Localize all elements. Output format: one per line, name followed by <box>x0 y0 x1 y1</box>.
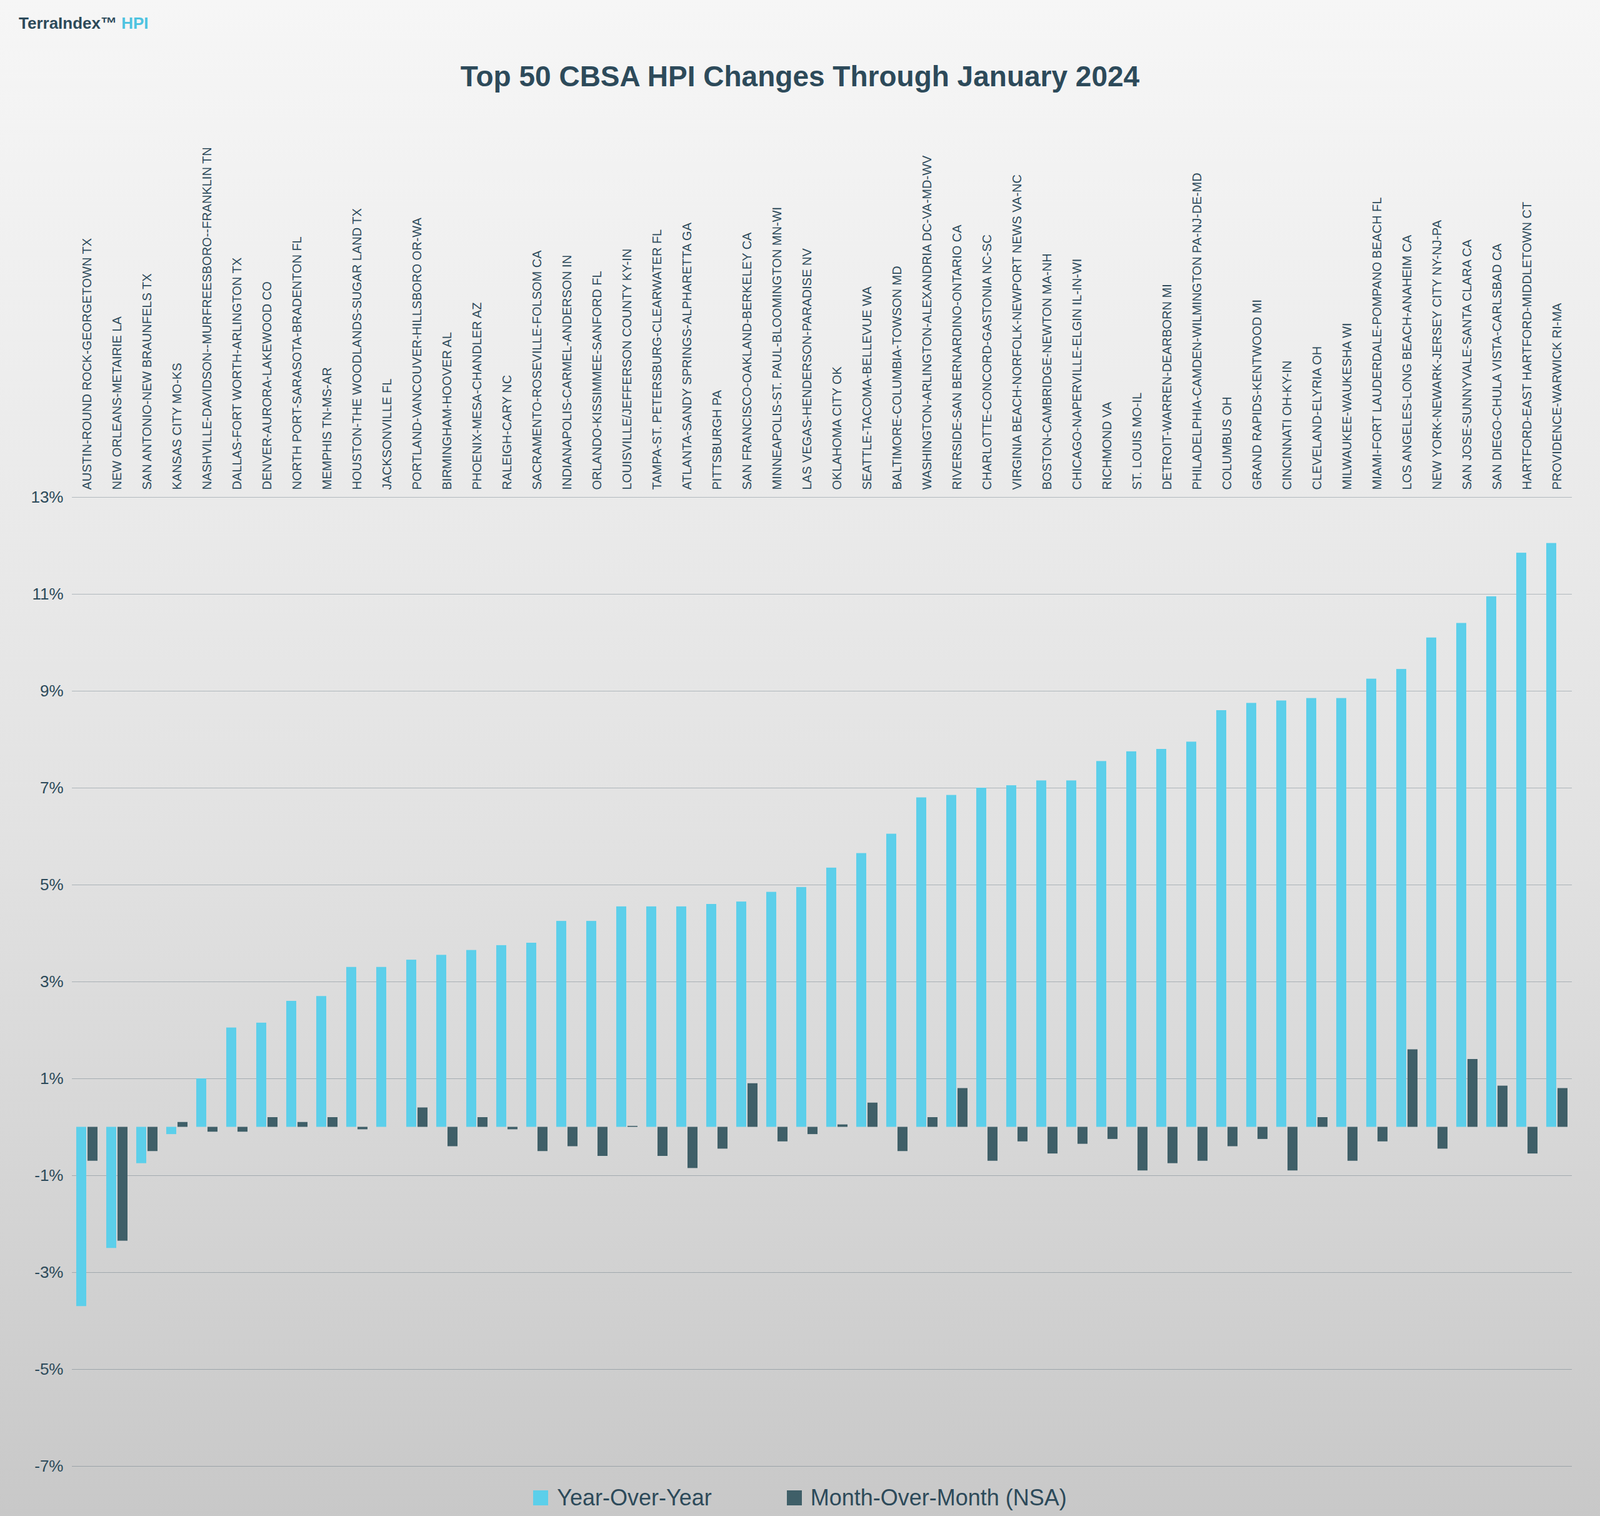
html-text:TerraIndex™ HPI: TerraIndex™ HPI <box>18 13 149 33</box>
svg-text:MILWAUKEE-WAUKESHA WI: MILWAUKEE-WAUKESHA WI <box>1340 322 1354 490</box>
svg-text:SACRAMENTO-ROSEVILLE-FOLSOM CA: SACRAMENTO-ROSEVILLE-FOLSOM CA <box>530 250 544 490</box>
svg-text:RIVERSIDE-SAN BERNARDINO-ONTAR: RIVERSIDE-SAN BERNARDINO-ONTARIO CA <box>950 224 964 490</box>
svg-text:7%: 7% <box>40 778 64 797</box>
svg-text:PROVIDENCE-WARWICK RI-MA: PROVIDENCE-WARWICK RI-MA <box>1550 302 1564 490</box>
svg-text:RICHMOND VA: RICHMOND VA <box>1100 401 1114 490</box>
svg-text:SAN JOSE-SUNNYVALE-SANTA CLARA: SAN JOSE-SUNNYVALE-SANTA CLARA CA <box>1460 238 1474 490</box>
svg-text:HOUSTON-THE WOODLANDS-SUGAR LA: HOUSTON-THE WOODLANDS-SUGAR LAND TX <box>350 208 364 490</box>
svg-text:13%: 13% <box>30 487 64 507</box>
svg-text:9%: 9% <box>40 681 64 700</box>
svg-text:RALEIGH-CARY NC: RALEIGH-CARY NC <box>500 375 514 490</box>
svg-text:NEW YORK-NEWARK-JERSEY CITY NY: NEW YORK-NEWARK-JERSEY CITY NY-NJ-PA <box>1430 219 1444 490</box>
svg-text:INDIANAPOLIS-CARMEL-ANDERSON I: INDIANAPOLIS-CARMEL-ANDERSON IN <box>560 255 574 490</box>
svg-text:WASHINGTON-ARLINGTON-ALEXANDRI: WASHINGTON-ARLINGTON-ALEXANDRIA DC-VA-MD… <box>920 155 934 490</box>
svg-text:-5%: -5% <box>34 1359 64 1379</box>
svg-text:CHARLOTTE-CONCORD-GASTONIA NC-: CHARLOTTE-CONCORD-GASTONIA NC-SC <box>980 234 994 490</box>
svg-text:BOSTON-CAMBRIDGE-NEWTON MA-NH: BOSTON-CAMBRIDGE-NEWTON MA-NH <box>1040 253 1054 490</box>
svg-text:NORTH PORT-SARASOTA-BRADENTON: NORTH PORT-SARASOTA-BRADENTON FL <box>290 236 304 490</box>
svg-text:CLEVELAND-ELYRIA OH: CLEVELAND-ELYRIA OH <box>1310 346 1324 490</box>
html-text:Month-Over-Month (NSA): Month-Over-Month (NSA) <box>810 1484 1067 1510</box>
svg-text:MIAMI-FORT LAUDERDALE-POMPANO: MIAMI-FORT LAUDERDALE-POMPANO BEACH FL <box>1370 197 1384 490</box>
svg-text:HARTFORD-EAST HARTFORD-MIDDLET: HARTFORD-EAST HARTFORD-MIDDLETOWN CT <box>1520 201 1534 490</box>
svg-text:SEATTLE-TACOMA-BELLEVUE WA: SEATTLE-TACOMA-BELLEVUE WA <box>860 286 874 490</box>
html-text:Year-Over-Year: Year-Over-Year <box>557 1484 712 1510</box>
svg-text:3%: 3% <box>40 971 64 991</box>
svg-text:TAMPA-ST. PETERSBURG-CLEARWATE: TAMPA-ST. PETERSBURG-CLEARWATER FL <box>650 229 664 490</box>
svg-text:BIRMINGHAM-HOOVER AL: BIRMINGHAM-HOOVER AL <box>440 331 454 490</box>
svg-text:JACKSONVILLE FL: JACKSONVILLE FL <box>380 378 394 490</box>
svg-text:MINNEAPOLIS-ST. PAUL-BLOOMINGT: MINNEAPOLIS-ST. PAUL-BLOOMINGTON MN-WI <box>770 206 784 490</box>
svg-text:DETROIT-WARREN-DEARBORN MI: DETROIT-WARREN-DEARBORN MI <box>1160 283 1174 490</box>
svg-text:PITTSBURGH PA: PITTSBURGH PA <box>710 389 724 490</box>
svg-text:11%: 11% <box>31 584 64 604</box>
svg-text:NASHVILLE-DAVIDSON--MURFREESBO: NASHVILLE-DAVIDSON--MURFREESBORO--FRANKL… <box>200 146 214 490</box>
svg-text:LOS ANGELES-LONG BEACH-ANAHEIM: LOS ANGELES-LONG BEACH-ANAHEIM CA <box>1400 234 1414 490</box>
svg-text:-1%: -1% <box>34 1165 64 1185</box>
svg-text:AUSTIN-ROUND ROCK-GEORGETOWN T: AUSTIN-ROUND ROCK-GEORGETOWN TX <box>80 238 94 490</box>
svg-text:BALTIMORE-COLUMBIA-TOWSON MD: BALTIMORE-COLUMBIA-TOWSON MD <box>890 265 904 490</box>
svg-text:PHOENIX-MESA-CHANDLER AZ: PHOENIX-MESA-CHANDLER AZ <box>470 301 484 490</box>
svg-text:COLUMBUS OH: COLUMBUS OH <box>1220 396 1234 490</box>
svg-text:5%: 5% <box>40 875 64 894</box>
svg-text:VIRGINIA BEACH-NORFOLK-NEWPORT: VIRGINIA BEACH-NORFOLK-NEWPORT NEWS VA-N… <box>1010 174 1024 490</box>
svg-text:ST. LOUIS MO-IL: ST. LOUIS MO-IL <box>1130 392 1144 490</box>
svg-text:1%: 1% <box>40 1068 64 1088</box>
svg-text:SAN ANTONIO-NEW BRAUNFELS TX: SAN ANTONIO-NEW BRAUNFELS TX <box>140 273 154 490</box>
svg-text:MEMPHIS TN-MS-AR: MEMPHIS TN-MS-AR <box>320 366 334 490</box>
svg-text:GRAND RAPIDS-KENTWOOD MI: GRAND RAPIDS-KENTWOOD MI <box>1250 299 1264 490</box>
html-text:Top 50 CBSA HPI Changes Throug: Top 50 CBSA HPI Changes Through January … <box>460 60 1140 93</box>
svg-text:PORTLAND-VANCOUVER-HILLSBORO O: PORTLAND-VANCOUVER-HILLSBORO OR-WA <box>410 217 424 490</box>
svg-text:NEW ORLEANS-METAIRIE LA: NEW ORLEANS-METAIRIE LA <box>110 315 124 490</box>
svg-text:OKLAHOMA CITY OK: OKLAHOMA CITY OK <box>830 365 844 490</box>
svg-text:ORLANDO-KISSIMMEE-SANFORD FL: ORLANDO-KISSIMMEE-SANFORD FL <box>590 270 604 490</box>
svg-text:CINCINNATI OH-KY-IN: CINCINNATI OH-KY-IN <box>1280 360 1294 490</box>
svg-text:-7%: -7% <box>34 1456 64 1475</box>
svg-text:LAS VEGAS-HENDERSON-PARADISE N: LAS VEGAS-HENDERSON-PARADISE NV <box>800 247 814 490</box>
svg-text:LOUISVILLE/JEFFERSON COUNTY KY: LOUISVILLE/JEFFERSON COUNTY KY-IN <box>620 248 634 490</box>
svg-text:-3%: -3% <box>34 1262 64 1282</box>
svg-text:KANSAS CITY MO-KS: KANSAS CITY MO-KS <box>170 362 184 490</box>
svg-text:PHILADELPHIA-CAMDEN-WILMINGTON: PHILADELPHIA-CAMDEN-WILMINGTON PA-NJ-DE-… <box>1190 172 1204 490</box>
svg-text:DENVER-AURORA-LAKEWOOD CO: DENVER-AURORA-LAKEWOOD CO <box>260 281 274 490</box>
svg-text:SAN FRANCISCO-OAKLAND-BERKELEY: SAN FRANCISCO-OAKLAND-BERKELEY CA <box>740 231 754 490</box>
svg-text:CHICAGO-NAPERVILLE-ELGIN IL-IN: CHICAGO-NAPERVILLE-ELGIN IL-IN-WI <box>1070 258 1084 490</box>
svg-text:ATLANTA-SANDY SPRINGS-ALPHARET: ATLANTA-SANDY SPRINGS-ALPHARETTA GA <box>680 221 694 490</box>
svg-text:SAN DIEGO-CHULA VISTA-CARLSBAD: SAN DIEGO-CHULA VISTA-CARLSBAD CA <box>1490 243 1504 490</box>
svg-text:DALLAS-FORT WORTH-ARLINGTON TX: DALLAS-FORT WORTH-ARLINGTON TX <box>230 257 244 490</box>
